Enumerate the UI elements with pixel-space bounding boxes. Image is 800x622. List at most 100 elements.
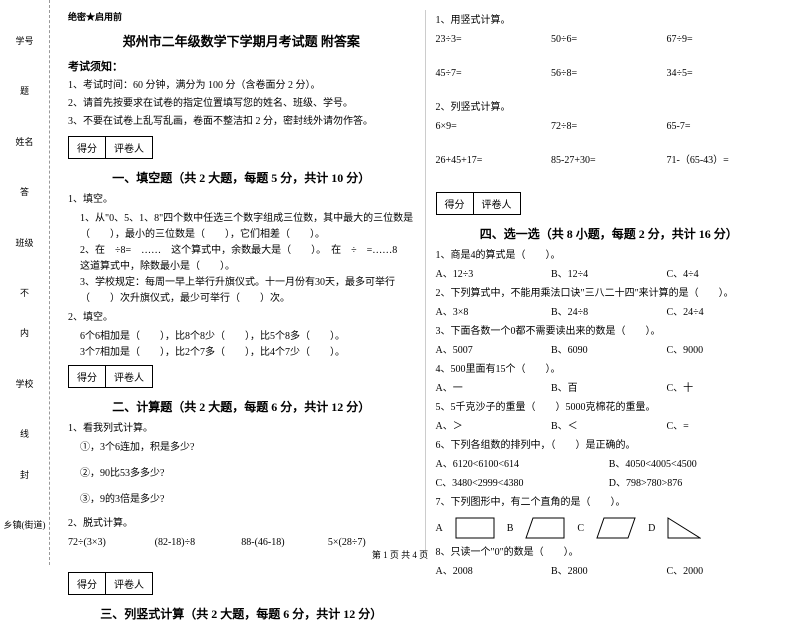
trapezoid-shape <box>525 517 565 539</box>
shape-label: A <box>436 523 443 534</box>
calc-row: 26+45+17= 85-27+30= 71-（65-43）= <box>436 153 783 169</box>
calc-row: 23÷3= 50÷6= 67÷9= <box>436 32 783 48</box>
option: A、12÷3 <box>436 267 552 283</box>
option: C、24÷4 <box>667 305 783 321</box>
section-1-title: 一、填空题（共 2 大题，每题 5 分，共计 10 分） <box>68 169 415 186</box>
sub-question: 3个7相加是（ ），比2个7多（ ），比4个7少（ ）。 <box>80 345 415 361</box>
option: A、6120<6100<614 <box>436 457 609 473</box>
option: A、＞ <box>436 419 552 435</box>
binding-label: 乡镇(街道) <box>4 518 46 531</box>
sub-question: 3、学校规定：每周一早上举行升旗仪式。十一月份有30天，最多可举行（ ）次升旗仪… <box>80 275 415 307</box>
option: B、6090 <box>551 343 667 359</box>
question: 2、列竖式计算。 <box>436 100 783 116</box>
sub-question: 2、在 ÷8= …… 这个算式中，余数最大是（ ）。 在 ÷ =……8 这道算式… <box>80 243 415 275</box>
notice-title: 考试须知： <box>68 58 415 74</box>
option: A、2008 <box>436 564 552 580</box>
calc-item: 67÷9= <box>667 32 783 48</box>
option: C、十 <box>667 381 783 397</box>
option: B、2800 <box>551 564 667 580</box>
options-row: A、3×8 B、24÷8 C、24÷4 <box>436 305 783 321</box>
seal-char: 不 <box>18 288 31 297</box>
option: A、一 <box>436 381 552 397</box>
sub-question: ②，90比53多多少? <box>80 466 415 482</box>
score-cell: 得分 <box>437 193 474 214</box>
score-box: 得分 评卷人 <box>436 192 521 215</box>
option: C、3480<2999<4380 <box>436 476 609 492</box>
grader-cell: 评卷人 <box>106 137 152 158</box>
parallelogram-shape <box>596 517 636 539</box>
question: 2、下列算式中，不能用乘法口诀"三八二十四"来计算的是（ ）。 <box>436 286 783 302</box>
section-2-title: 二、计算题（共 2 大题，每题 6 分，共计 12 分） <box>68 398 415 415</box>
calc-item: 88-(46-18) <box>241 535 328 551</box>
calc-item: 72÷(3×3) <box>68 535 155 551</box>
question: 2、填空。 <box>68 310 415 326</box>
triangle-shape <box>667 517 701 539</box>
calc-item: 71-（65-43）= <box>667 153 783 169</box>
question: 1、看我列式计算。 <box>68 421 415 437</box>
calc-item: 56÷8= <box>551 66 667 82</box>
rectangle-shape <box>455 517 495 539</box>
options-row: A、＞ B、＜ C、= <box>436 419 783 435</box>
binding-column: 学号 题 姓名 答 班级 不 内 学校 线 封 乡镇(街道) <box>0 0 50 565</box>
option: B、＜ <box>551 419 667 435</box>
calc-item: 23÷3= <box>436 32 552 48</box>
question: 2、脱式计算。 <box>68 516 415 532</box>
score-box: 得分 评卷人 <box>68 136 153 159</box>
right-column: 1、用竖式计算。 23÷3= 50÷6= 67÷9= 45÷7= 56÷8= 3… <box>426 10 793 555</box>
question: 4、500里面有15个（ ）。 <box>436 362 783 378</box>
shape-label: D <box>648 523 655 534</box>
options-row: A、2008 B、2800 C、2000 <box>436 564 783 580</box>
seal-char: 题 <box>18 86 31 95</box>
section-4-title: 四、选一选（共 8 小题，每题 2 分，共计 16 分） <box>436 225 783 242</box>
sub-question: ③，9的3倍是多少? <box>80 492 415 508</box>
calc-item: 65-7= <box>667 119 783 135</box>
shape-label: B <box>507 523 514 534</box>
sub-question: 1、从"0、5、1、8"四个数中任选三个数字组成三位数，其中最大的三位数是（ ）… <box>80 211 415 243</box>
notice-item: 3、不要在试卷上乱写乱画，卷面不整洁扣 2 分，密封线外请勿作答。 <box>68 114 415 129</box>
option: A、5007 <box>436 343 552 359</box>
calc-item: 72÷8= <box>551 119 667 135</box>
confidential-label: 绝密★启用前 <box>68 10 415 23</box>
calc-item: 50÷6= <box>551 32 667 48</box>
binding-label: 班级 <box>16 236 34 249</box>
option: B、百 <box>551 381 667 397</box>
seal-char: 内 <box>18 328 31 337</box>
question: 5、5千克沙子的重量（ ）5000克棉花的重量。 <box>436 400 783 416</box>
notice-item: 1、考试时间：60 分钟，满分为 100 分（含卷面分 2 分）。 <box>68 78 415 93</box>
calc-item: 6×9= <box>436 119 552 135</box>
content: 绝密★启用前 郑州市二年级数学下学期月考试题 附答案 考试须知： 1、考试时间：… <box>50 0 800 565</box>
section-3-title: 三、列竖式计算（共 2 大题，每题 6 分，共计 12 分） <box>68 605 415 622</box>
left-column: 绝密★启用前 郑州市二年级数学下学期月考试题 附答案 考试须知： 1、考试时间：… <box>58 10 426 555</box>
option: A、3×8 <box>436 305 552 321</box>
score-cell: 得分 <box>69 573 106 594</box>
score-box: 得分 评卷人 <box>68 572 153 595</box>
options-row: A、5007 B、6090 C、9000 <box>436 343 783 359</box>
option: B、4050<4005<4500 <box>609 457 782 473</box>
grader-cell: 评卷人 <box>106 573 152 594</box>
question: 7、下列图形中，有二个直角的是（ ）。 <box>436 495 783 511</box>
question: 1、用竖式计算。 <box>436 13 783 29</box>
option: C、9000 <box>667 343 783 359</box>
option: C、4÷4 <box>667 267 783 283</box>
calc-row: 72÷(3×3) (82-18)÷8 88-(46-18) 5×(28÷7) <box>68 535 415 551</box>
calc-item: 34÷5= <box>667 66 783 82</box>
seal-char: 线 <box>18 429 31 438</box>
score-box: 得分 评卷人 <box>68 365 153 388</box>
calc-item: (82-18)÷8 <box>155 535 242 551</box>
score-cell: 得分 <box>69 366 106 387</box>
question: 8、只读一个"0"的数是（ ）。 <box>436 545 783 561</box>
grader-cell: 评卷人 <box>474 193 520 214</box>
sub-question: ①，3个6连加，积是多少? <box>80 440 415 456</box>
options-row: C、3480<2999<4380 D、798>780>876 <box>436 476 783 492</box>
calc-item: 45÷7= <box>436 66 552 82</box>
question: 1、商是4的算式是（ ）。 <box>436 248 783 264</box>
shapes-row: A B C D <box>436 517 783 539</box>
option: B、24÷8 <box>551 305 667 321</box>
score-cell: 得分 <box>69 137 106 158</box>
binding-label: 学号 <box>16 34 34 47</box>
options-row: A、一 B、百 C、十 <box>436 381 783 397</box>
calc-item: 26+45+17= <box>436 153 552 169</box>
options-row: A、12÷3 B、12÷4 C、4÷4 <box>436 267 783 283</box>
question: 6、下列各组数的排列中，（ ）是正确的。 <box>436 438 783 454</box>
question: 3、下面各数一个0都不需要读出来的数是（ ）。 <box>436 324 783 340</box>
